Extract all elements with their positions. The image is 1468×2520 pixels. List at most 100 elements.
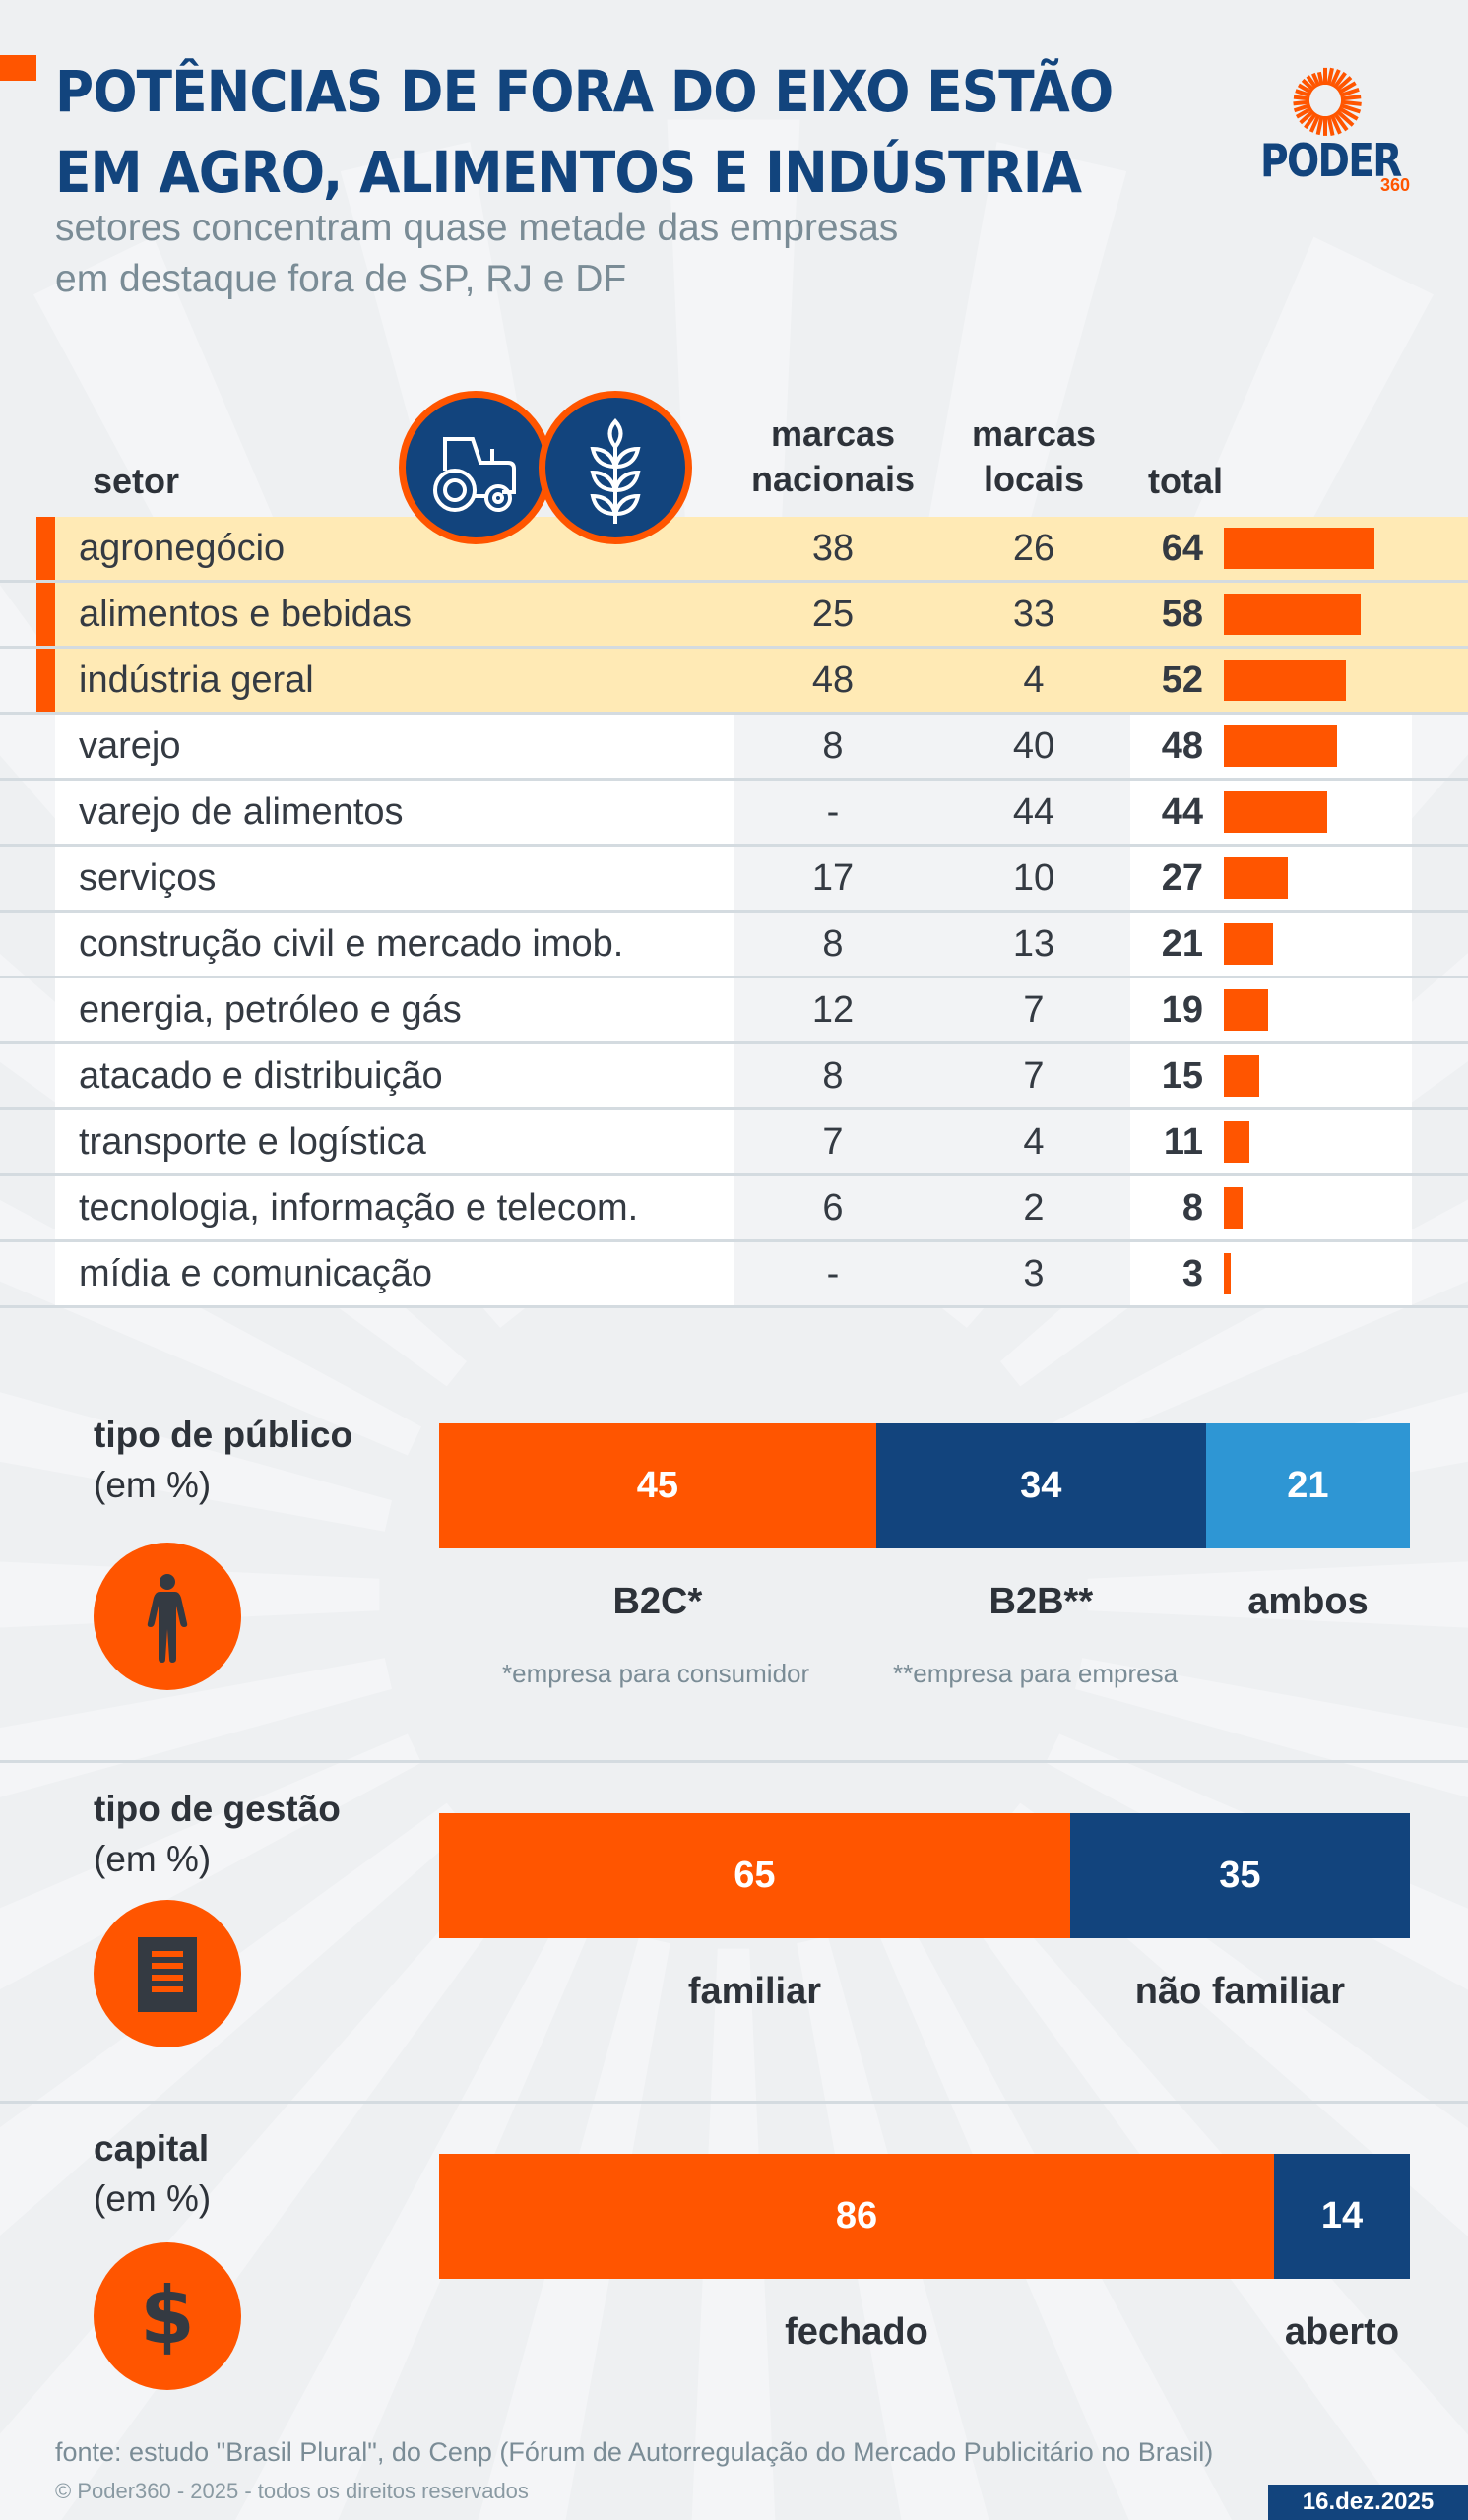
table-row: tecnologia, informação e telecom. 6 2 8 xyxy=(0,1176,1468,1242)
table-row: transporte e logística 7 4 11 xyxy=(0,1110,1468,1176)
total-bar xyxy=(1224,1055,1259,1097)
row-background xyxy=(55,978,1412,1041)
table-row: varejo de alimentos - 44 44 xyxy=(0,781,1468,847)
total-bar xyxy=(1224,923,1274,965)
document-badge xyxy=(94,1900,241,2048)
logo-ray xyxy=(1293,103,1311,113)
section-unit-publico: (em %) xyxy=(94,1465,212,1505)
segment-label: fechado xyxy=(785,2311,928,2353)
table-row-highlighted: alimentos e bebidas 25 33 58 xyxy=(0,583,1468,649)
cell-marcas-locais: 7 xyxy=(1023,989,1045,1031)
dollar-icon: $ xyxy=(140,2270,195,2362)
cell-setor: atacado e distribuição xyxy=(79,1055,443,1097)
stacked-bar-capital: 86 14 xyxy=(439,2154,1410,2279)
logo-ray xyxy=(1293,99,1310,106)
cell-total: 48 xyxy=(1161,725,1203,767)
total-bar xyxy=(1224,528,1374,569)
section-title-gestao: tipo de gestão xyxy=(94,1789,341,1829)
logo-ray xyxy=(1335,76,1353,92)
cell-marcas-nacionais: 25 xyxy=(811,594,855,635)
cell-setor: tecnologia, informação e telecom. xyxy=(79,1187,639,1228)
cell-marcas-nacionais: 38 xyxy=(811,528,855,569)
cell-marcas-locais: 4 xyxy=(1023,1121,1045,1163)
section-unit-capital: (em %) xyxy=(94,2178,212,2219)
cell-total: 44 xyxy=(1161,791,1203,833)
logo-ray xyxy=(1293,94,1310,101)
cell-marcas-locais: 44 xyxy=(1012,791,1055,833)
title-line-1: POTÊNCIAS DE FORA DO EIXO ESTÃO xyxy=(55,58,1114,125)
cell-marcas-locais: 26 xyxy=(1012,528,1055,569)
tractor-icon xyxy=(433,437,516,512)
cell-marcas-nacionais: - xyxy=(826,1253,840,1294)
logo-ray xyxy=(1340,99,1362,106)
total-bar xyxy=(1224,1187,1244,1228)
stack-segment: 34 xyxy=(875,1423,1206,1548)
total-bar xyxy=(1224,791,1328,833)
cell-total: 52 xyxy=(1161,660,1203,701)
stack-segment: 21 xyxy=(1205,1423,1410,1548)
burst-ray xyxy=(1087,1561,1468,1628)
sun-rays-icon xyxy=(1293,67,1362,136)
row-background xyxy=(55,913,1412,976)
logo-ray xyxy=(1326,115,1335,136)
cell-setor: construção civil e mercado imob. xyxy=(79,923,624,965)
cell-total: 11 xyxy=(1163,1121,1203,1163)
column-shade xyxy=(734,1044,1130,1107)
burst-ray xyxy=(0,1392,392,1532)
table-row-highlighted: agronegócio 38 26 64 xyxy=(0,517,1468,583)
cell-marcas-nacionais: - xyxy=(826,791,840,833)
table-row: varejo 8 40 48 xyxy=(0,715,1468,781)
segment-label: ambos xyxy=(1247,1581,1369,1622)
column-header-nacionais: marcas nacionais xyxy=(734,411,931,502)
segment-label: não familiar xyxy=(1134,1971,1346,2012)
table-row-highlighted: indústria geral 48 4 52 xyxy=(0,649,1468,715)
cell-total: 15 xyxy=(1161,1055,1203,1097)
cell-marcas-locais: 40 xyxy=(1012,725,1055,767)
total-bar xyxy=(1224,989,1269,1031)
column-shade xyxy=(734,715,1130,778)
table-row: atacado e distribuição 8 7 15 xyxy=(0,1044,1468,1110)
logo-ray xyxy=(1304,111,1318,130)
document-icon xyxy=(138,1937,197,2012)
wheat-badge xyxy=(539,391,692,544)
column-shade xyxy=(734,1242,1130,1305)
cell-setor: varejo xyxy=(79,725,181,767)
logo-ray xyxy=(1306,75,1318,90)
row-background xyxy=(55,847,1412,910)
cell-marcas-locais: 4 xyxy=(1023,660,1045,701)
table-row: construção civil e mercado imob. 8 13 21 xyxy=(0,913,1468,978)
wheat-icon xyxy=(590,418,641,524)
cell-marcas-nacionais: 8 xyxy=(822,923,844,965)
logo-ray xyxy=(1301,78,1315,92)
cell-marcas-locais: 3 xyxy=(1023,1253,1045,1294)
row-background xyxy=(55,1176,1412,1239)
cell-marcas-locais: 10 xyxy=(1012,857,1055,899)
segment-label: familiar xyxy=(687,1971,822,2012)
logo-ray xyxy=(1340,94,1362,101)
logo-ray xyxy=(1339,88,1360,97)
logo-ray xyxy=(1326,67,1334,86)
cell-marcas-nacionais: 17 xyxy=(811,857,855,899)
logo-ray xyxy=(1297,83,1313,94)
total-bar xyxy=(1224,1253,1232,1294)
logo-ray xyxy=(1311,72,1321,88)
table-row: mídia e comunicação - 3 3 xyxy=(0,1242,1468,1308)
stack-segment: 45 xyxy=(439,1423,876,1548)
stack-segment: 35 xyxy=(1069,1813,1410,1938)
total-bar xyxy=(1224,857,1288,899)
cell-marcas-nacionais: 48 xyxy=(811,660,855,701)
logo-ray xyxy=(1329,69,1341,88)
burst-ray xyxy=(235,1906,595,2520)
cell-setor: varejo de alimentos xyxy=(79,791,404,833)
title-line-2: EM AGRO, ALIMENTOS E INDÚSTRIA xyxy=(55,139,1082,206)
segment-label: aberto xyxy=(1284,2311,1400,2353)
stack-segment: 86 xyxy=(439,2154,1274,2279)
burst-ray xyxy=(0,1733,422,1990)
logo-ray xyxy=(1332,111,1349,132)
logo-ray xyxy=(1315,115,1324,136)
cell-marcas-locais: 13 xyxy=(1012,923,1055,965)
cell-marcas-nacionais: 6 xyxy=(822,1187,844,1228)
cell-setor: agronegócio xyxy=(79,528,286,569)
cell-setor: energia, petróleo e gás xyxy=(79,989,462,1031)
column-header-nacionais-line1: marcas xyxy=(770,413,896,454)
